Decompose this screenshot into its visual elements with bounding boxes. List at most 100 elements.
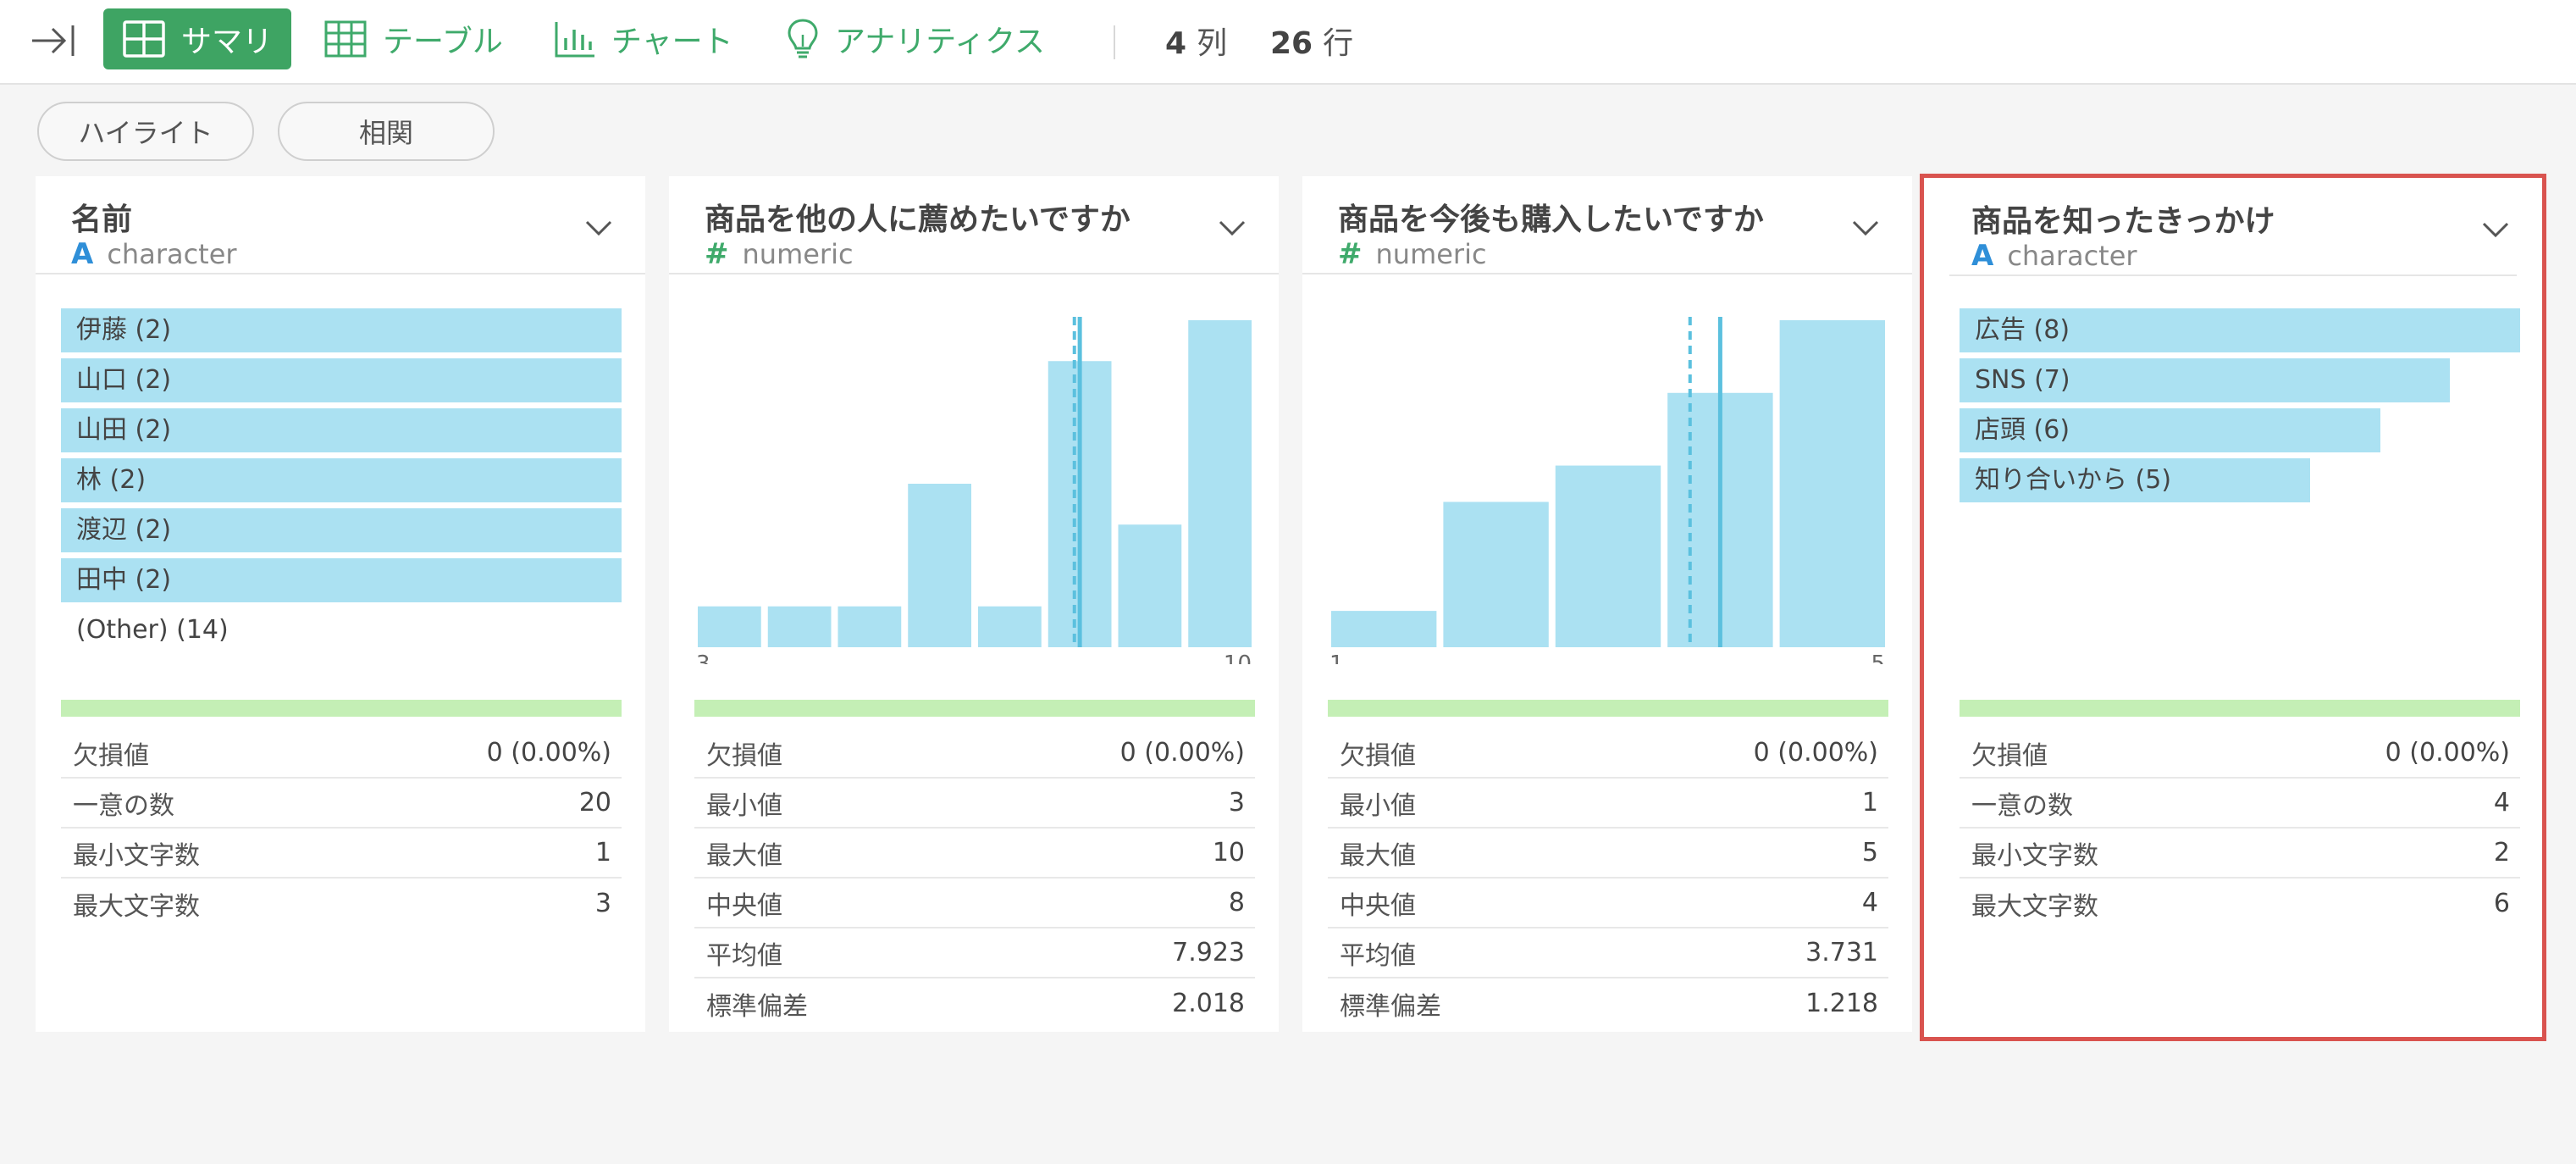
x-axis-max-label: 10: [1224, 651, 1252, 664]
category-bar[interactable]: 山田 (2): [61, 408, 622, 452]
card-divider: [669, 273, 1279, 274]
stat-label: 最小値: [1340, 790, 1416, 821]
histogram-bar: [1188, 320, 1252, 647]
stat-label: 欠損値: [706, 740, 782, 771]
stat-label: 欠損値: [1340, 740, 1416, 771]
stat-row: 最小値 3: [694, 779, 1255, 829]
toolbar-divider: [1114, 25, 1115, 59]
column-type: A character: [71, 237, 237, 271]
histogram-bar: [837, 606, 902, 647]
histogram-bar: [1779, 320, 1885, 647]
stats-table: 欠損値 0 (0.00%) 一意の数 20 最小文字数 1 最大文字数 3: [61, 729, 622, 928]
column-card-source[interactable]: 商品を知ったきっかけ A character 広告 (8) SNS (7) 店頭…: [1920, 174, 2546, 1041]
table-view-button[interactable]: テーブル: [323, 8, 503, 69]
column-type: # numeric: [705, 237, 854, 271]
column-count-unit: 列: [1197, 26, 1228, 61]
category-bar[interactable]: 田中 (2): [61, 558, 622, 602]
stat-value: 3.731: [1805, 938, 1878, 967]
stat-row: 最大文字数 6: [1960, 879, 2520, 928]
summary-view-button[interactable]: サマリ: [103, 8, 292, 69]
stats-table: 欠損値 0 (0.00%) 最小値 3 最大値 10 中央値 8 平均値 7.923 標準…: [694, 729, 1255, 1028]
stat-row: 最大値 5: [1328, 829, 1888, 879]
stat-label: 一意の数: [73, 790, 174, 821]
column-title: 商品を今後も購入したいですか: [1338, 202, 1764, 237]
stat-value: 1.218: [1805, 989, 1878, 1018]
category-bar[interactable]: 知り合いから (5): [1960, 458, 2310, 502]
stat-label: 最大値: [706, 840, 782, 871]
stat-label: 中央値: [1340, 890, 1416, 921]
histogram: 3 10: [696, 317, 1252, 664]
column-type: A character: [1971, 239, 2137, 273]
stat-row: 最大文字数 3: [61, 879, 622, 928]
histogram-bar: [1555, 465, 1661, 647]
stat-label: 欠損値: [73, 740, 149, 771]
correlation-button[interactable]: 相関: [278, 102, 495, 161]
column-card-recommend: 商品を他の人に薦めたいですか # numeric 3 10 欠損値 0 (0.00%…: [669, 176, 1279, 1032]
stat-row: 欠損値 0 (0.00%): [1328, 729, 1888, 779]
table-view-label: テーブル: [383, 25, 503, 59]
analytics-view-label: アナリティクス: [835, 25, 1046, 59]
chevron-down-icon[interactable]: [584, 219, 613, 237]
stat-value: 6: [2493, 889, 2510, 918]
stat-row: 標準偏差 1.218: [1328, 978, 1888, 1028]
category-other: (Other) (14): [76, 615, 229, 645]
histogram-bar: [1118, 524, 1182, 647]
category-bar[interactable]: 渡辺 (2): [61, 508, 622, 552]
stat-value: 0 (0.00%): [1753, 738, 1878, 768]
stat-value: 8: [1228, 888, 1245, 917]
stat-label: 中央値: [706, 890, 782, 921]
category-bar[interactable]: 店頭 (6): [1960, 408, 2380, 452]
stat-value: 10: [1212, 838, 1245, 867]
card-divider: [1949, 274, 2517, 276]
category-bar[interactable]: 林 (2): [61, 458, 622, 502]
category-bars: 広告 (8) SNS (7) 店頭 (6) 知り合いから (5): [1960, 308, 2520, 508]
stat-row: 中央値 4: [1328, 879, 1888, 928]
x-axis-min-label: 3: [696, 651, 710, 664]
stat-row: 平均値 3.731: [1328, 928, 1888, 978]
chevron-down-icon[interactable]: [2481, 220, 2510, 239]
category-bars: 伊藤 (2) 山口 (2) 山田 (2) 林 (2) 渡辺 (2) 田中 (2)…: [61, 308, 622, 652]
stat-label: 最大値: [1340, 840, 1416, 871]
category-bar[interactable]: 広告 (8): [1960, 308, 2520, 352]
category-bar[interactable]: 伊藤 (2): [61, 308, 622, 352]
stats-table: 欠損値 0 (0.00%) 最小値 1 最大値 5 中央値 4 平均値 3.731 標準偏…: [1328, 729, 1888, 1028]
stat-value: 1: [1861, 788, 1878, 818]
x-axis-max-label: 5: [1871, 651, 1885, 664]
column-title: 商品を知ったきっかけ: [1971, 204, 2275, 239]
stat-label: 最大文字数: [1971, 891, 2098, 922]
chart-view-button[interactable]: チャート: [554, 8, 733, 69]
stat-row: 最大値 10: [694, 829, 1255, 879]
chevron-down-icon[interactable]: [1218, 219, 1247, 237]
category-bar[interactable]: SNS (7): [1960, 358, 2451, 402]
table-icon: [324, 20, 367, 58]
row-count-value: 26: [1270, 26, 1313, 61]
collapse-sidebar-icon[interactable]: [30, 22, 76, 59]
missing-value-bar: [694, 700, 1255, 717]
histogram-bar: [1443, 502, 1549, 647]
stat-label: 最大文字数: [73, 891, 200, 922]
stat-label: 標準偏差: [706, 991, 808, 1022]
stat-value: 2.018: [1172, 989, 1245, 1018]
missing-value-bar: [61, 700, 622, 717]
stat-row: 最小値 1: [1328, 779, 1888, 829]
analytics-view-button[interactable]: アナリティクス: [786, 8, 1045, 69]
summary-view-label: サマリ: [181, 25, 274, 59]
stat-value: 2: [2493, 838, 2510, 867]
category-bar[interactable]: 山口 (2): [61, 358, 622, 402]
missing-value-bar: [1960, 700, 2520, 717]
chevron-down-icon[interactable]: [1851, 219, 1880, 237]
stat-value: 20: [578, 788, 611, 818]
character-type-icon: A: [1971, 239, 1994, 273]
row-count: 26 行: [1270, 19, 1353, 63]
column-type-label: character: [107, 238, 237, 270]
column-count-value: 4: [1165, 26, 1187, 61]
row-count-unit: 行: [1323, 26, 1354, 61]
stat-value: 7.923: [1172, 938, 1245, 967]
histogram-bar: [767, 606, 832, 647]
lightbulb-icon: [788, 19, 818, 58]
column-type-label: character: [2007, 240, 2137, 272]
column-type-label: numeric: [742, 238, 854, 270]
highlight-button[interactable]: ハイライト: [37, 102, 254, 161]
